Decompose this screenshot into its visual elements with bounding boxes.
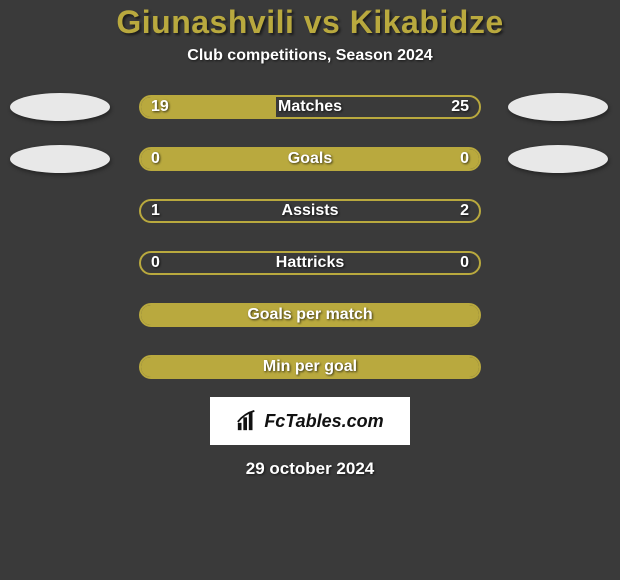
player-avatar-right — [508, 93, 608, 121]
player-avatar-left — [10, 145, 110, 173]
stat-row: 19 25 Matches — [0, 93, 620, 121]
player-avatar-left — [10, 93, 110, 121]
stat-value-right: 0 — [460, 150, 469, 168]
stat-bar: 0 0 Goals — [139, 147, 481, 171]
stat-label: Goals — [288, 150, 332, 168]
stat-row: Goals per match — [0, 301, 620, 329]
stat-fill-right — [310, 149, 479, 169]
stat-value-left: 0 — [151, 150, 160, 168]
date-label: 29 october 2024 — [0, 459, 620, 479]
stat-bar: 0 0 Hattricks — [139, 251, 481, 275]
stat-row: Min per goal — [0, 353, 620, 381]
logo-box[interactable]: FcTables.com — [210, 397, 410, 445]
stat-label: Hattricks — [276, 254, 344, 272]
logo-text: FcTables.com — [264, 411, 383, 432]
stat-value-right: 2 — [460, 202, 469, 220]
stat-bar: 19 25 Matches — [139, 95, 481, 119]
stat-value-left: 19 — [151, 98, 169, 116]
stat-bar: Goals per match — [139, 303, 481, 327]
stat-value-right: 25 — [451, 98, 469, 116]
stat-label: Min per goal — [263, 358, 357, 376]
comparison-card: Giunashvili vs Kikabidze Club competitio… — [0, 0, 620, 479]
stat-value-right: 0 — [460, 254, 469, 272]
stat-value-left: 0 — [151, 254, 160, 272]
fctables-logo-icon — [236, 410, 258, 432]
player-avatar-right — [508, 145, 608, 173]
stat-bar: 1 2 Assists — [139, 199, 481, 223]
stat-label: Goals per match — [247, 306, 372, 324]
page-title: Giunashvili vs Kikabidze — [0, 4, 620, 41]
stat-row: 0 0 Goals — [0, 145, 620, 173]
stats-rows: 19 25 Matches 0 0 Goals 1 2 Assists 0 0 Hattricks Go… — [0, 93, 620, 381]
stat-fill-left — [141, 149, 310, 169]
stat-label: Matches — [278, 98, 342, 116]
page-subtitle: Club competitions, Season 2024 — [0, 47, 620, 65]
stat-value-left: 1 — [151, 202, 160, 220]
stat-label: Assists — [282, 202, 339, 220]
stat-row: 1 2 Assists — [0, 197, 620, 225]
stat-bar: Min per goal — [139, 355, 481, 379]
stat-row: 0 0 Hattricks — [0, 249, 620, 277]
